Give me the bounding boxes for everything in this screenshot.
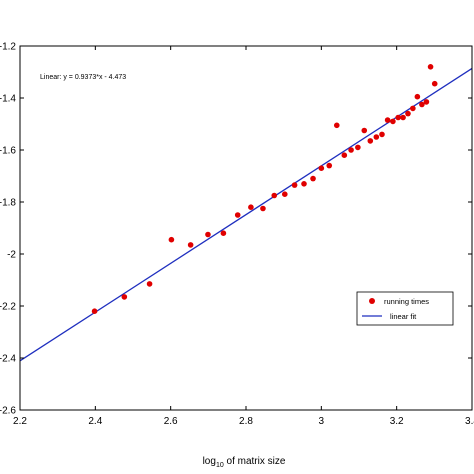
data-point — [91, 308, 98, 315]
x-axis-label-main: log — [203, 456, 216, 467]
x-tick-label: 3.4 — [465, 416, 474, 427]
data-point — [400, 114, 406, 121]
x-tick-label: 2.8 — [239, 416, 253, 427]
legend-label-linear-fit: linear fit — [390, 312, 417, 321]
data-point — [395, 114, 401, 121]
data-point — [220, 230, 227, 236]
data-point — [367, 138, 374, 144]
x-axis-label-subscript: 10 — [216, 462, 224, 469]
x-axis-label: log10 of matrix size — [203, 456, 286, 469]
data-point — [168, 236, 175, 243]
data-point — [384, 117, 391, 123]
data-point — [205, 231, 211, 238]
data-point — [301, 181, 307, 187]
axis-ticks-layer: 2.2 2.4 2.6 2.8 3 3.2 3.4 -2.6 -2.4 -2.2 -2 -1.8 -1.… — [0, 42, 474, 428]
x-tick-label: 2.4 — [88, 416, 102, 427]
data-point — [355, 144, 361, 151]
legend-box — [356, 291, 454, 326]
legend-marker-running-times — [369, 298, 375, 304]
data-point — [333, 122, 340, 129]
data-point — [390, 118, 396, 125]
x-axis-label-suffix: of matrix size — [224, 456, 286, 467]
data-point — [410, 105, 416, 112]
x-tick-label: 3.2 — [390, 416, 404, 427]
y-tick-label: -2.4 — [0, 354, 16, 365]
x-tick-label: 2.6 — [164, 416, 178, 427]
data-point — [260, 205, 266, 212]
y-tick-label: -1.2 — [0, 42, 16, 53]
data-point — [291, 182, 298, 188]
data-point — [281, 191, 288, 197]
y-tick-label: -2.6 — [0, 406, 16, 417]
data-point — [271, 192, 278, 199]
data-point — [348, 147, 354, 153]
data-point — [318, 165, 325, 171]
data-point — [146, 281, 153, 287]
x-tick-label: 2.2 — [13, 416, 27, 427]
data-point — [326, 162, 333, 169]
data-point — [373, 134, 380, 140]
data-point — [379, 131, 385, 138]
data-point — [431, 80, 438, 87]
data-point — [234, 212, 241, 218]
data-point — [405, 110, 411, 117]
data-point — [414, 93, 421, 100]
data-point — [419, 101, 425, 108]
y-tick-label: -1.4 — [0, 94, 16, 105]
fit-equation-annotation: Linear: y = 0.9373*x - 4.473 — [40, 74, 126, 81]
data-point — [310, 175, 316, 182]
data-point — [341, 152, 348, 158]
data-points-layer — [91, 64, 438, 315]
y-tick-label: -1.6 — [0, 146, 16, 157]
legend: running times linear fit — [356, 291, 454, 326]
data-point — [187, 242, 194, 248]
data-point — [361, 127, 368, 134]
y-tick-label: -2.2 — [0, 302, 16, 313]
data-point — [248, 204, 254, 210]
legend-label-running-times: running times — [384, 297, 429, 306]
data-point — [121, 294, 128, 300]
data-point — [423, 99, 430, 105]
x-tick-label: 3 — [319, 416, 325, 427]
y-tick-label: -1.8 — [0, 198, 16, 209]
y-tick-label: -2 — [7, 250, 16, 261]
data-point — [427, 64, 434, 70]
